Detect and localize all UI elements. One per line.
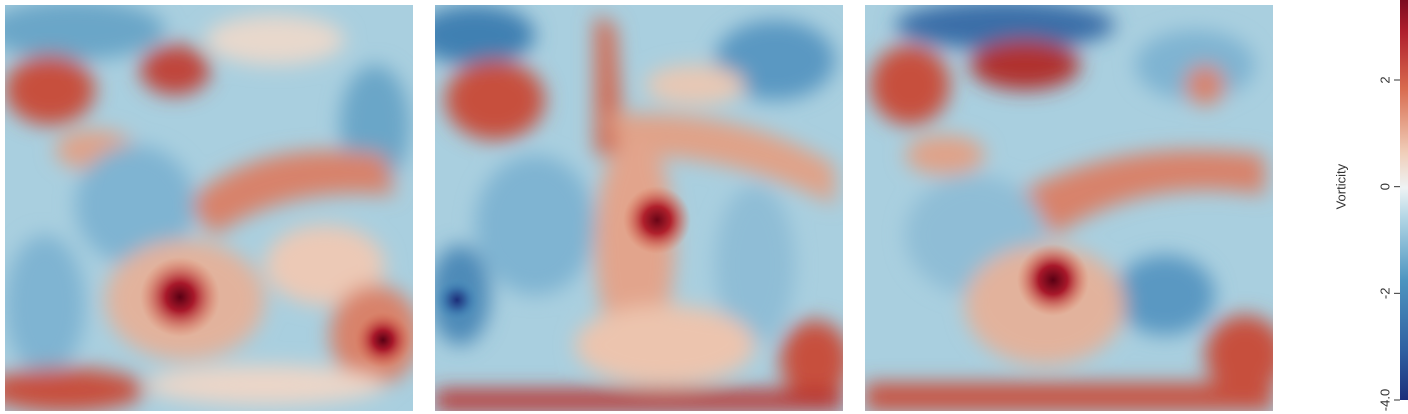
positive-vortex-core (1017, 244, 1089, 316)
colorbar-tick-label: -4.0 (1377, 389, 1392, 411)
negative-region (5, 235, 85, 375)
positive-region (780, 320, 843, 400)
colorbar-tick-label: -2 (1377, 288, 1392, 300)
colorbar-tick-label: 2 (1377, 76, 1392, 83)
positive-band (1015, 150, 1265, 235)
vorticity-heatmap-3 (865, 5, 1273, 411)
colorbar-ticks: -4.0 -2 0 2 (1377, 76, 1400, 411)
neutral-region (205, 15, 345, 65)
positive-band (185, 150, 395, 235)
positive-vortex-core (623, 186, 691, 254)
neutral-region (145, 365, 385, 405)
vorticity-heatmap-2 (435, 5, 843, 411)
negative-region (75, 145, 195, 265)
positive-vortex-core (140, 257, 220, 337)
vorticity-field-panel-3 (865, 5, 1273, 411)
vorticity-field-panel-2 (435, 5, 843, 411)
positive-wall-layer (435, 390, 843, 411)
neutral-region (265, 225, 385, 305)
positive-region (5, 55, 95, 125)
positive-region (970, 40, 1080, 90)
positive-region (1205, 315, 1273, 395)
negative-region (5, 5, 165, 60)
vorticity-heatmap-1 (5, 5, 413, 411)
positive-region (445, 60, 545, 140)
negative-region (475, 155, 595, 295)
negative-region (715, 185, 795, 345)
negative-region (895, 5, 1115, 50)
colorbar-tick-label: 0 (1377, 183, 1392, 190)
negative-region (435, 5, 535, 65)
colorbar-gradient (1400, 0, 1408, 400)
positive-region (575, 305, 755, 385)
colorbar: -4.0 -2 0 2 Vorticity (1333, 0, 1408, 411)
positive-band (605, 113, 835, 205)
negative-region (715, 20, 835, 100)
positive-vortex-core (355, 312, 411, 368)
positive-region (1185, 65, 1225, 105)
positive-region (905, 135, 985, 175)
positive-wall-layer (865, 383, 1273, 411)
positive-region (870, 45, 950, 125)
positive-region (5, 368, 145, 411)
colorbar-label: Vorticity (1333, 163, 1348, 209)
negative-region (1115, 255, 1215, 335)
vorticity-field-panel-1 (5, 5, 413, 411)
neutral-region (645, 65, 745, 105)
negative-region (1135, 30, 1255, 100)
negative-vortex-core (435, 278, 479, 322)
positive-region (140, 45, 210, 95)
